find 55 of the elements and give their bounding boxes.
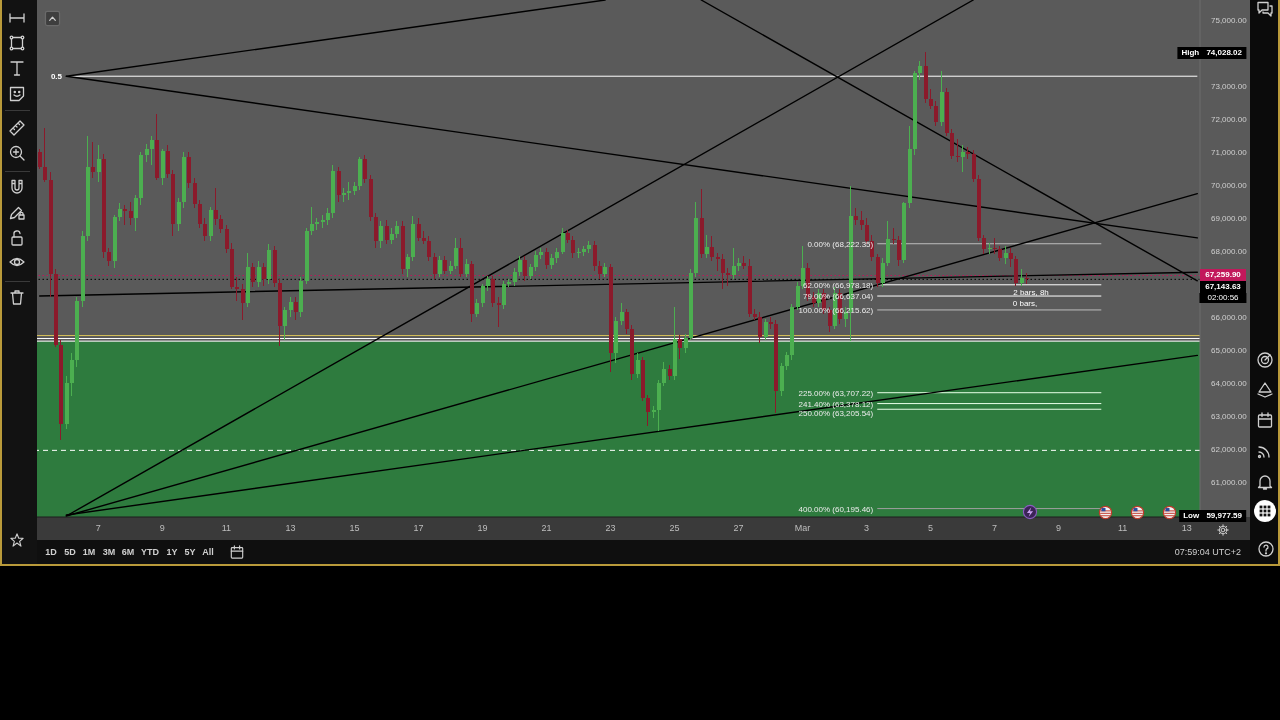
ref-line-label: 0.00% (68,222.35) (807, 239, 874, 249)
x-tick-label: 25 (669, 523, 680, 534)
annotation: Low 59,977.59 (1179, 510, 1246, 522)
y-tick-label: 69,000.00 (1211, 213, 1248, 223)
x-tick-label: 17 (413, 523, 424, 534)
text: All (202, 547, 214, 557)
x-tick-label: 15 (349, 523, 360, 534)
ref-line-label: 67,259.90 (1200, 269, 1246, 282)
text: 6M (121, 547, 135, 557)
y-tick-label: 61,000.00 (1211, 477, 1248, 487)
ref-line-label: 79.00% (66,637.04) (802, 291, 874, 301)
x-tick-label: 13 (1181, 523, 1192, 534)
x-tick-label: 9 (159, 523, 165, 534)
text: 5Y (184, 547, 196, 557)
x-tick-label: 7 (992, 523, 998, 534)
annotation: 0 bars, (1012, 298, 1038, 308)
text: 1Y (166, 547, 178, 557)
y-tick-label: 64,000.00 (1211, 378, 1248, 388)
y-tick-label: 71,000.00 (1211, 147, 1248, 157)
annotation: High 74,028.02 (1177, 47, 1246, 59)
text: 1M (82, 547, 96, 557)
x-tick-label: Mar (794, 523, 811, 534)
x-tick-label: 11 (221, 523, 232, 534)
y-tick-label: 70,000.00 (1211, 180, 1248, 190)
x-tick-label: 9 (1056, 523, 1062, 534)
x-tick-label: 23 (605, 523, 616, 534)
text: 3M (102, 547, 116, 557)
y-tick-label: 62,000.00 (1211, 444, 1248, 454)
annotation: 2 bars, 8h (1013, 287, 1049, 297)
x-tick-label: 13 (285, 523, 296, 534)
x-tick-label: 3 (864, 523, 870, 534)
y-tick-label: 73,000.00 (1211, 81, 1248, 91)
text: 02:00:56 (1199, 293, 1247, 303)
ref-line-label: 225.00% (63,707.22) (798, 388, 874, 398)
x-tick-label: 19 (477, 523, 488, 534)
ref-line-label: 100.00% (66,215.62) (798, 305, 874, 315)
y-tick-label: 75,000.00 (1211, 15, 1248, 25)
annotation: 0.5 (50, 71, 62, 81)
y-tick-label: 63,000.00 (1211, 411, 1248, 421)
y-tick-label: 68,000.00 (1211, 246, 1248, 256)
text: 07:59:04 UTC+2 (1174, 547, 1241, 557)
x-tick-label: 5 (928, 523, 934, 534)
x-tick-label: 21 (541, 523, 552, 534)
x-tick-label: 11 (1117, 523, 1128, 534)
text: YTD (141, 547, 159, 557)
text: 1D (45, 547, 57, 557)
text: 5D (64, 547, 76, 557)
x-tick-label: 7 (95, 523, 101, 534)
y-tick-label: 72,000.00 (1211, 114, 1248, 124)
y-tick-label: 65,000.00 (1211, 345, 1248, 355)
ref-line-label: 67,143.63 (1200, 281, 1246, 294)
ref-line-label: 400.00% (60,195.46) (798, 504, 874, 514)
y-tick-label: 66,000.00 (1211, 312, 1248, 322)
x-tick-label: 27 (733, 523, 744, 534)
ref-line-label: 250.00% (63,205.54) (798, 408, 874, 418)
